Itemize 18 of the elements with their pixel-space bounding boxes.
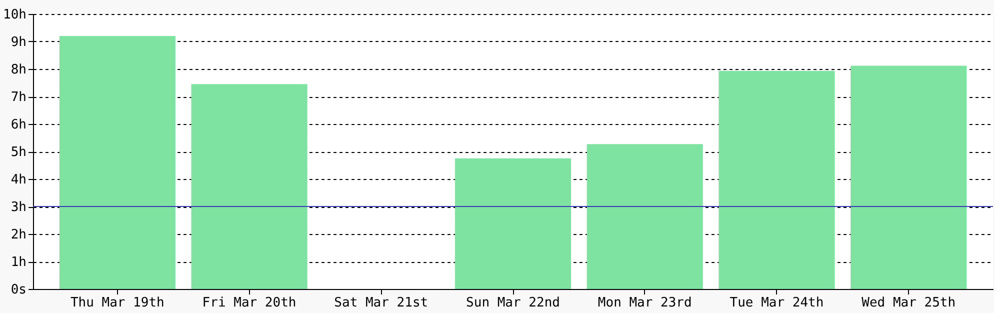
x-tick-label: Sun Mar 22nd xyxy=(466,296,560,310)
y-tick-label: 9h xyxy=(10,35,26,50)
x-tick-label: Tue Mar 24th xyxy=(730,296,824,310)
y-tick-label: 6h xyxy=(10,118,26,132)
y-tick-label: 8h xyxy=(10,62,26,78)
x-tick-label: Thu Mar 19th xyxy=(70,296,164,310)
y-tick-label: 4h xyxy=(10,172,26,188)
y-tick-label: 10h xyxy=(3,8,26,22)
x-tick-label: Mon Mar 23rd xyxy=(598,296,692,310)
y-tick-label: 3h xyxy=(10,200,26,215)
x-tick-label: Fri Mar 20th xyxy=(202,296,296,310)
y-tick-label: 7h xyxy=(10,90,26,105)
y-tick-label: 5h xyxy=(10,145,26,160)
y-tick-label: 1h xyxy=(10,255,26,270)
y-tick-label: 0s xyxy=(10,282,26,298)
y-tick-label: 2h xyxy=(10,228,26,242)
x-tick-label: Sat Mar 21st xyxy=(334,296,428,310)
x-tick-label: Wed Mar 25th xyxy=(862,296,956,310)
